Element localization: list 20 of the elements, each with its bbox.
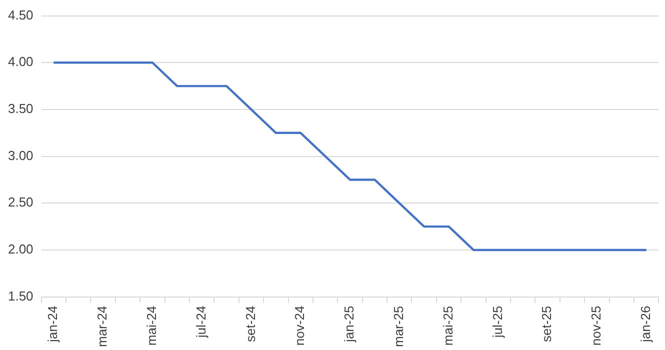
- x-tick-label: jan-26: [638, 306, 653, 343]
- x-tick-label: jul-25: [490, 306, 505, 339]
- x-tick-label: set-25: [539, 306, 554, 342]
- y-tick-label: 4.50: [8, 7, 34, 22]
- x-tick-label: mai-25: [440, 306, 456, 346]
- x-tick-label: mar-24: [94, 306, 110, 348]
- y-tick-label: 4.00: [8, 54, 34, 70]
- y-tick-label: 3.00: [8, 148, 34, 163]
- x-tick-label: jan-25: [342, 306, 357, 343]
- y-tick-label: 1.50: [8, 288, 34, 304]
- x-tick-label: nov-24: [292, 306, 308, 346]
- x-tick-label: jul-24: [193, 306, 208, 339]
- y-tick-label: 2.00: [8, 242, 34, 257]
- x-tick-label: set-24: [242, 306, 258, 342]
- x-tick-label: jan-24: [45, 306, 60, 343]
- y-tick-label: 3.50: [8, 101, 34, 116]
- x-tick-label: nov-25: [588, 306, 604, 346]
- x-tick-label: mar-25: [390, 306, 406, 348]
- x-tick-label: mai-24: [144, 306, 160, 346]
- y-tick-label: 2.50: [8, 194, 34, 210]
